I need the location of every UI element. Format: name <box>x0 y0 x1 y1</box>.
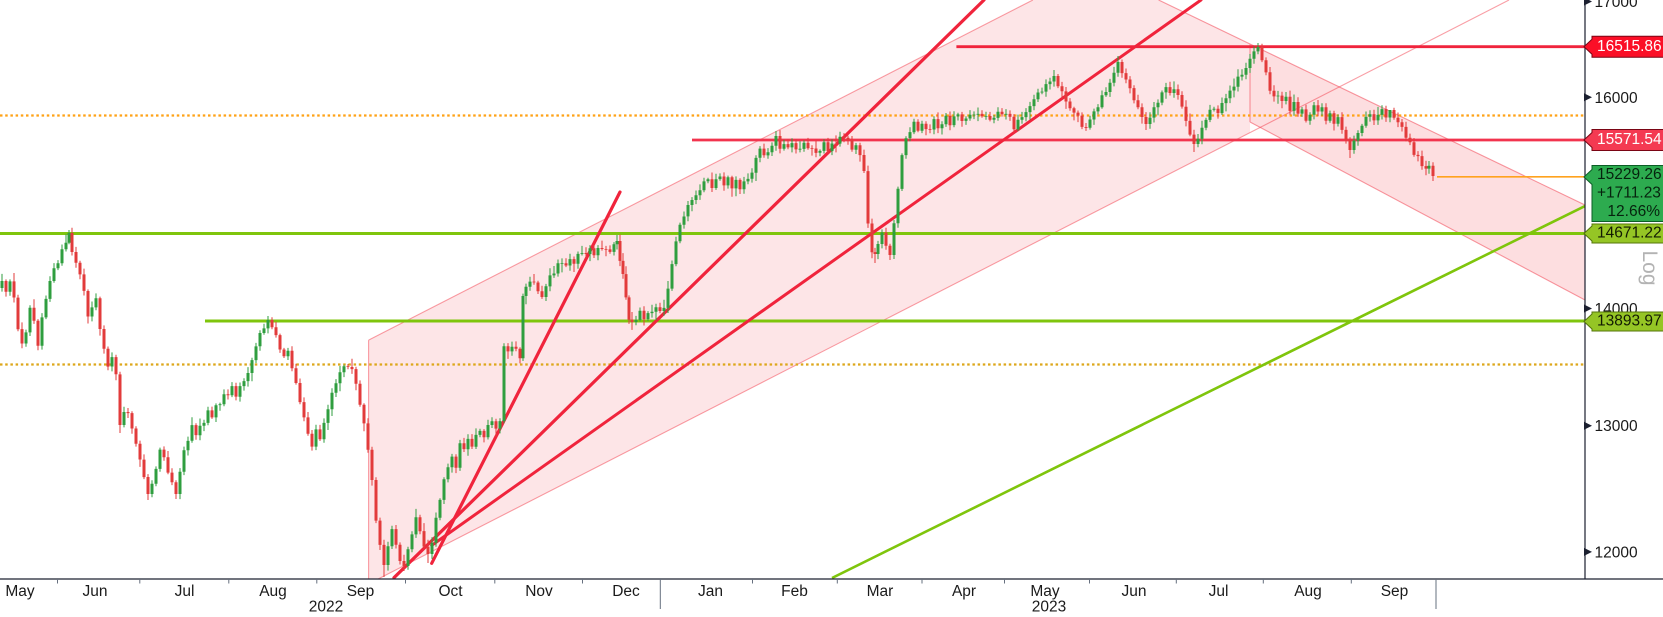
svg-text:15229.26: 15229.26 <box>1597 166 1662 183</box>
svg-text:Jan: Jan <box>698 583 723 600</box>
svg-text:12000: 12000 <box>1595 544 1638 561</box>
svg-text:16000: 16000 <box>1595 90 1638 107</box>
svg-text:2022: 2022 <box>309 599 343 616</box>
svg-text:Jun: Jun <box>1122 583 1147 600</box>
svg-text:Log: Log <box>1638 250 1661 285</box>
svg-text:Jul: Jul <box>1209 583 1229 600</box>
svg-text:+1711.23: +1711.23 <box>1597 185 1661 202</box>
svg-text:12.66%: 12.66% <box>1607 203 1660 220</box>
svg-text:2023: 2023 <box>1032 599 1066 616</box>
svg-text:16515.86: 16515.86 <box>1597 38 1662 55</box>
svg-text:Jul: Jul <box>175 583 195 600</box>
svg-text:Mar: Mar <box>867 583 894 600</box>
svg-text:Aug: Aug <box>259 583 287 600</box>
svg-text:14671.22: 14671.22 <box>1597 225 1662 242</box>
svg-text:May: May <box>1030 583 1060 600</box>
svg-text:Aug: Aug <box>1294 583 1322 600</box>
svg-text:Jun: Jun <box>83 583 108 600</box>
svg-text:Sep: Sep <box>347 583 375 600</box>
svg-text:Sep: Sep <box>1381 583 1409 600</box>
svg-text:Nov: Nov <box>525 583 553 600</box>
svg-text:13893.97: 13893.97 <box>1597 313 1662 330</box>
svg-text:May: May <box>5 583 35 600</box>
svg-text:15571.54: 15571.54 <box>1597 131 1662 148</box>
svg-text:Feb: Feb <box>781 583 808 600</box>
svg-text:17000: 17000 <box>1595 0 1638 11</box>
svg-text:Oct: Oct <box>438 583 463 600</box>
svg-text:13000: 13000 <box>1595 418 1638 435</box>
svg-text:Apr: Apr <box>952 583 976 600</box>
svg-text:Dec: Dec <box>612 583 640 600</box>
